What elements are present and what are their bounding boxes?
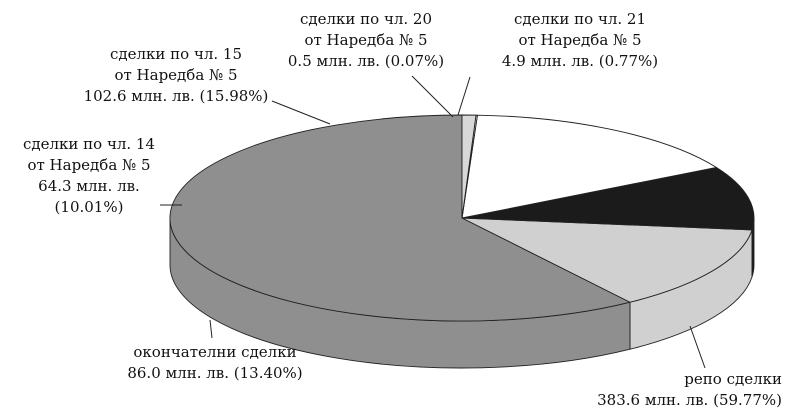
slice-label-ch21: сделки по чл. 21 от Наредба № 5 4.9 млн. л… (502, 10, 658, 70)
pie-slice-ch21 (461, 114, 477, 219)
leader-line-ch15 (271, 100, 331, 125)
slice-label-line: окончателни сделки (133, 343, 296, 361)
leader-line-ch21 (457, 76, 471, 116)
pie-slice-repo (169, 114, 631, 322)
leader-line-ch20 (411, 75, 454, 118)
slice-labels: репо сделки 383.6 млн. лв. (59.77%) оконча… (23, 10, 782, 409)
slice-label-line: от Наредба № 5 (518, 31, 641, 49)
slice-label-ch20: сделки по чл. 20 от Наредба № 5 0.5 млн. л… (288, 10, 444, 70)
slice-label-line: репо сделки (684, 370, 782, 388)
slice-label-line: 383.6 млн. лв. (59.77%) (597, 391, 782, 409)
slice-label-repo: репо сделки 383.6 млн. лв. (59.77%) (597, 370, 782, 409)
leader-line-final (209, 319, 213, 339)
slice-label-ch15: сделки по чл. 15 от Наредба № 5 102.6 млн.… (84, 45, 269, 105)
slice-label-line: сделки по чл. 15 (110, 45, 242, 63)
slice-label-line: от Наредба № 5 (27, 156, 150, 174)
slice-label-line: 0.5 млн. лв. (0.07%) (288, 52, 444, 70)
slice-label-line: 4.9 млн. лв. (0.77%) (502, 52, 658, 70)
slice-label-line: (10.01%) (55, 198, 124, 216)
slice-label-line: от Наредба № 5 (304, 31, 427, 49)
slice-label-line: 86.0 млн. лв. (13.40%) (127, 364, 302, 382)
leader-line-repo (689, 325, 706, 369)
pie-slice-ch15 (461, 114, 717, 219)
slice-label-line: сделки по чл. 14 (23, 135, 155, 153)
slice-label-ch14: сделки по чл. 14 от Наредба № 5 64.3 млн. … (23, 135, 155, 216)
slice-label-line: 64.3 млн. лв. (38, 177, 140, 195)
pie-slice-ch14 (461, 166, 755, 231)
slice-label-line: от Наредба № 5 (114, 66, 237, 84)
slice-label-line: сделки по чл. 20 (300, 10, 432, 28)
label-leader-lines (160, 75, 706, 369)
pie-top-faces (169, 114, 755, 322)
slice-label-line: сделки по чл. 21 (514, 10, 646, 28)
pie-slice-final (461, 217, 753, 303)
slice-label-final: окончателни сделки 86.0 млн. лв. (13.40%) (127, 343, 302, 382)
slice-label-line: 102.6 млн. лв. (15.98%) (84, 87, 269, 105)
